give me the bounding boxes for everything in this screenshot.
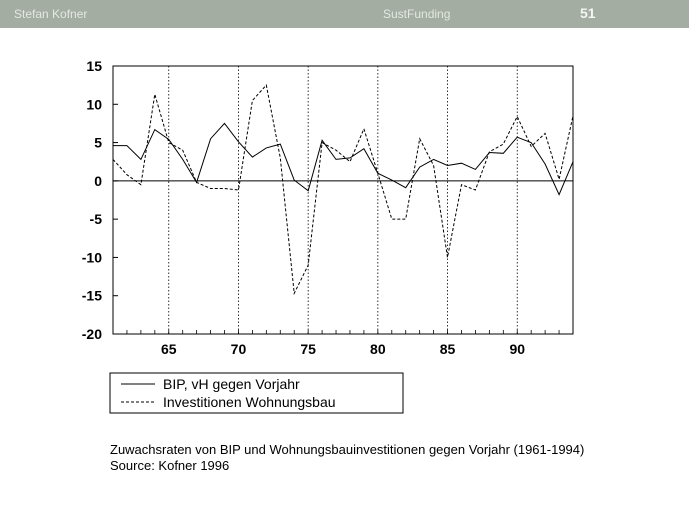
chart-caption: Zuwachsraten von BIP und Wohnungsbauinve… [110, 442, 584, 474]
x-tick-label: 65 [161, 341, 177, 357]
x-tick-label: 80 [370, 341, 386, 357]
caption-line-2: Source: Kofner 1996 [110, 458, 230, 473]
y-tick-label: 0 [94, 173, 102, 189]
plot-frame [112, 65, 574, 335]
header-author: Stefan Kofner [14, 7, 88, 21]
page-number: 51 [580, 5, 596, 21]
legend-box [109, 372, 404, 414]
header-title: SustFunding [383, 7, 451, 21]
caption-line-1: Zuwachsraten von BIP und Wohnungsbauinve… [110, 442, 585, 457]
y-tick-label: 10 [86, 96, 102, 112]
series-line-bip [113, 122, 574, 196]
x-tick-label: 70 [231, 341, 247, 357]
legend-label: BIP, vH gegen Vorjahr [163, 376, 300, 392]
x-tick-label: 75 [300, 341, 316, 357]
y-tick-label: -5 [90, 211, 103, 227]
x-tick-label: 85 [440, 341, 456, 357]
series-line-wohnungsbau [112, 84, 574, 296]
y-tick-label: -10 [82, 249, 102, 265]
y-tick-label: 15 [86, 58, 102, 74]
y-tick-label: -20 [82, 326, 102, 342]
x-tick-label: 90 [509, 341, 525, 357]
y-tick-label: -15 [82, 288, 102, 304]
y-tick-label: 5 [94, 135, 102, 151]
legend-label: Investitionen Wohnungsbau [163, 394, 336, 410]
slide-header: Stefan Kofner SustFunding 51 [0, 0, 689, 28]
